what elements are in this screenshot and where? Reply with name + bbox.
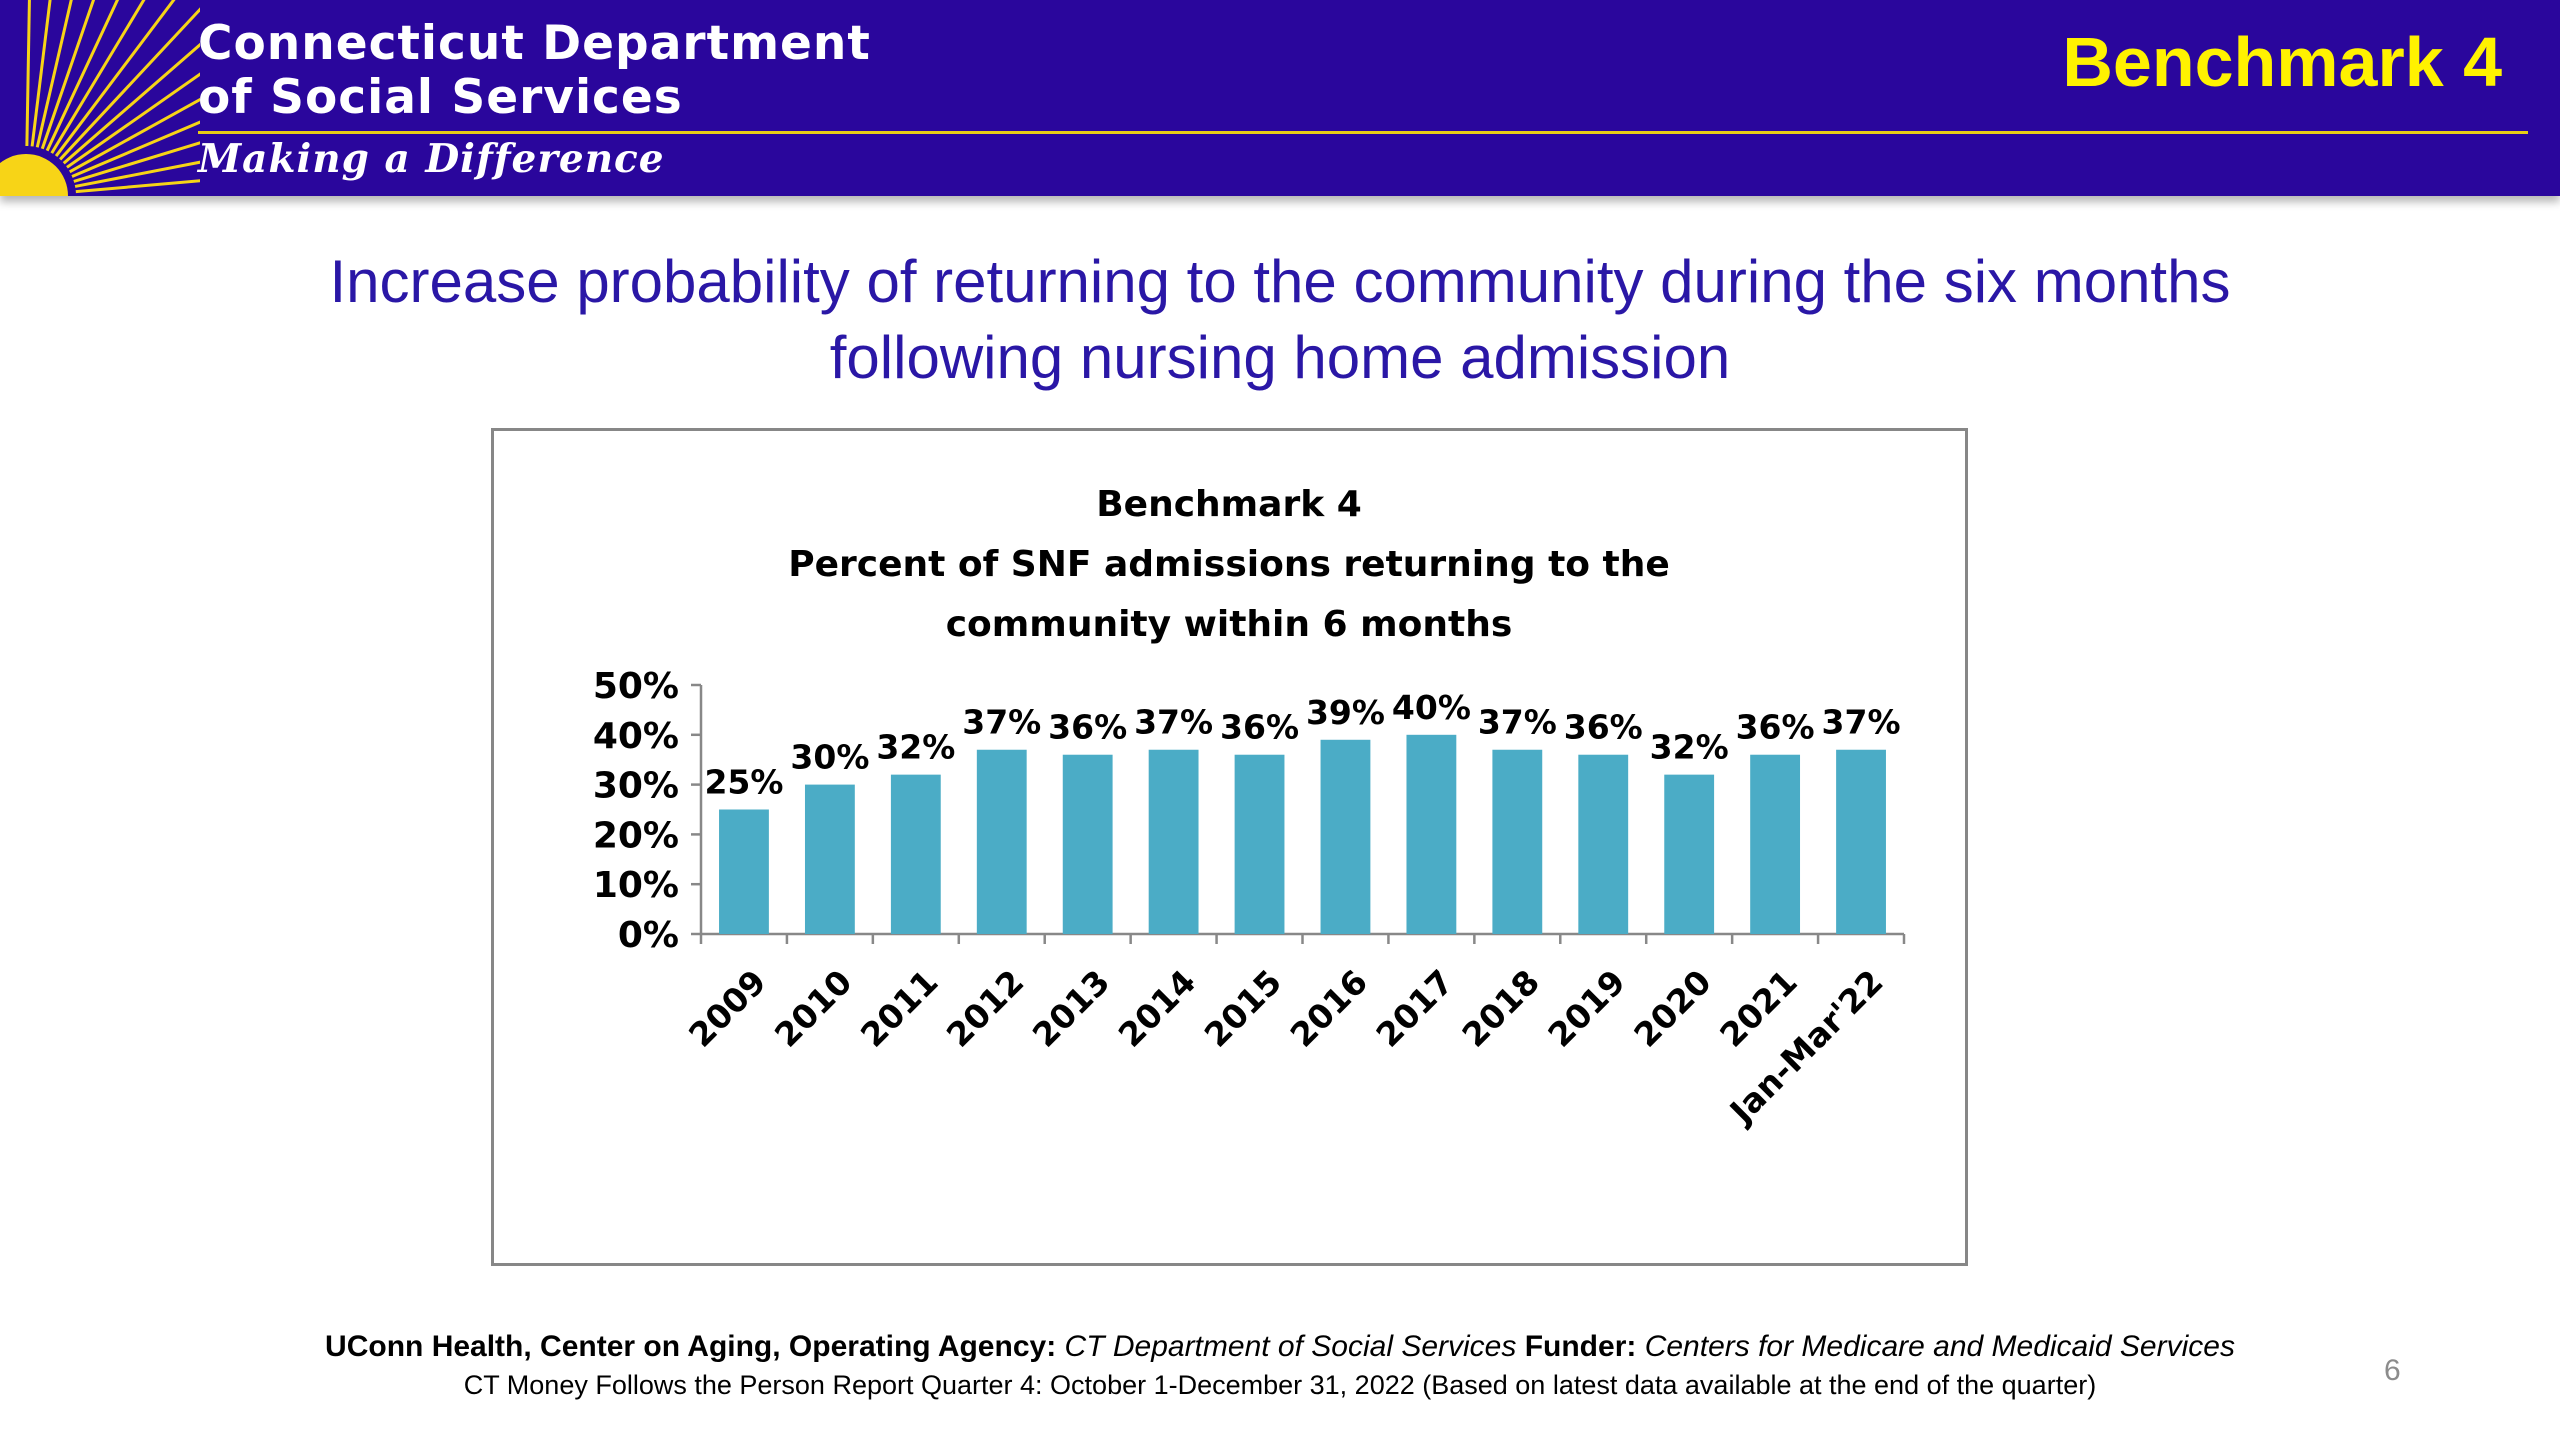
footer-funder-value: Centers for Medicare and Medicaid Servic… [1636,1330,2235,1363]
sun-ray [66,72,200,169]
sun-ray [50,0,146,154]
bar [1578,754,1629,934]
data-label: 40% [1392,688,1471,727]
y-tick-label: 40% [593,716,679,757]
data-label: 36% [1220,708,1299,747]
sun-ray [69,97,200,174]
x-tick-label: 2017 [1369,962,1462,1055]
sun-ray [71,120,200,178]
footer-report-line: CT Money Follows the Person Report Quart… [463,1370,2097,1400]
x-tick-label: 2010 [767,962,860,1055]
data-label: 36% [1564,708,1643,747]
sun-ray [74,160,200,188]
footer-credits: UConn Health, Center on Aging, Operating… [0,1330,2560,1364]
bar [1664,774,1715,934]
org-tagline: Making a Difference [198,136,665,182]
bar [1148,749,1199,934]
data-label: 39% [1306,693,1385,732]
slide-title: Increase probability of returning to the… [150,244,2410,396]
sun-ray [59,7,200,161]
bar [1320,739,1371,934]
data-label: 30% [790,738,869,777]
header-divider [198,131,2528,134]
bar [719,809,769,934]
sun-ray [35,0,73,148]
y-tick-label: 30% [593,766,679,807]
bar [1750,754,1801,934]
org-name-line1: Connecticut Department [198,16,871,71]
x-tick-label: 2015 [1197,962,1290,1055]
slide-label: Benchmark 4 [2062,23,2502,101]
data-label: 36% [1736,708,1815,747]
y-tick-label: 20% [593,815,679,856]
bar [976,749,1027,934]
sunburst-icon [0,0,200,196]
data-label: 36% [1048,708,1127,747]
bar [1406,734,1457,934]
slide-title-line1: Increase probability of returning to the… [329,248,2231,315]
footer-agency-value: CT Department of Social Services [1056,1330,1525,1363]
data-label: 37% [1478,703,1557,742]
x-tick-label: 2014 [1111,962,1204,1055]
x-tick-label: 2013 [1025,962,1118,1055]
sun-ray [40,0,96,150]
chart-title-line: Percent of SNF admissions returning to t… [788,544,1670,585]
sun-ray [54,0,176,157]
bar-chart: Benchmark 4 Percent of SNF admissions ret… [593,484,1906,1132]
data-label: 25% [704,763,783,802]
bar [804,784,855,934]
data-label: 32% [1650,728,1729,767]
data-label: 37% [1134,703,1213,742]
slide-title-line2: following nursing home admission [829,324,1731,391]
chart-title-line: Benchmark 4 [1096,484,1362,525]
sun-ray [75,179,200,194]
sun-ray [30,0,52,147]
sun-ray [45,0,120,152]
data-label: 32% [876,728,955,767]
bar [1492,749,1543,934]
x-tick-label: 2020 [1626,962,1719,1055]
x-tick-label: 2018 [1454,962,1547,1055]
y-tick-label: 50% [593,666,679,707]
chart-title-line: community within 6 months [946,604,1513,645]
x-tick-label: 2019 [1540,962,1633,1055]
sun-ray [25,0,31,147]
sun-ray [73,141,200,183]
footer-agency-label: UConn Health, Center on Aging, Operating… [325,1330,1057,1363]
bar [1836,749,1886,934]
bar [1234,754,1285,934]
bar [890,774,941,934]
footer-funder-label: Funder: [1524,1330,1637,1363]
x-tick-label: 2011 [853,962,946,1055]
x-tick-label: 2016 [1283,962,1376,1055]
y-tick-label: 10% [593,865,679,906]
sun-ray [62,42,200,165]
header-banner: Connecticut Department of Social Service… [0,0,2560,196]
data-label: 37% [962,703,1041,742]
org-name-line2: of Social Services [198,70,683,125]
x-tick-label: 2012 [939,962,1032,1055]
bar [1062,754,1113,934]
x-tick-label: 2009 [681,962,774,1055]
chart-frame: Benchmark 4 Percent of SNF admissions ret… [491,428,1968,1266]
y-tick-label: 0% [618,915,679,956]
page-number: 6 [2384,1354,2401,1387]
data-label: 37% [1822,703,1901,742]
